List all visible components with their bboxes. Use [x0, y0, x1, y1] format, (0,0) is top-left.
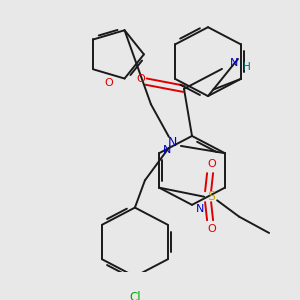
Text: O: O [208, 159, 217, 169]
Text: N: N [168, 136, 178, 149]
Text: Cl: Cl [129, 291, 141, 300]
Text: S: S [207, 190, 215, 203]
Text: N: N [196, 204, 204, 214]
Text: N: N [163, 146, 171, 155]
Text: O: O [104, 78, 113, 88]
Text: N: N [230, 58, 238, 68]
Text: O: O [136, 74, 146, 84]
Text: O: O [208, 224, 217, 234]
Text: H: H [243, 62, 251, 72]
